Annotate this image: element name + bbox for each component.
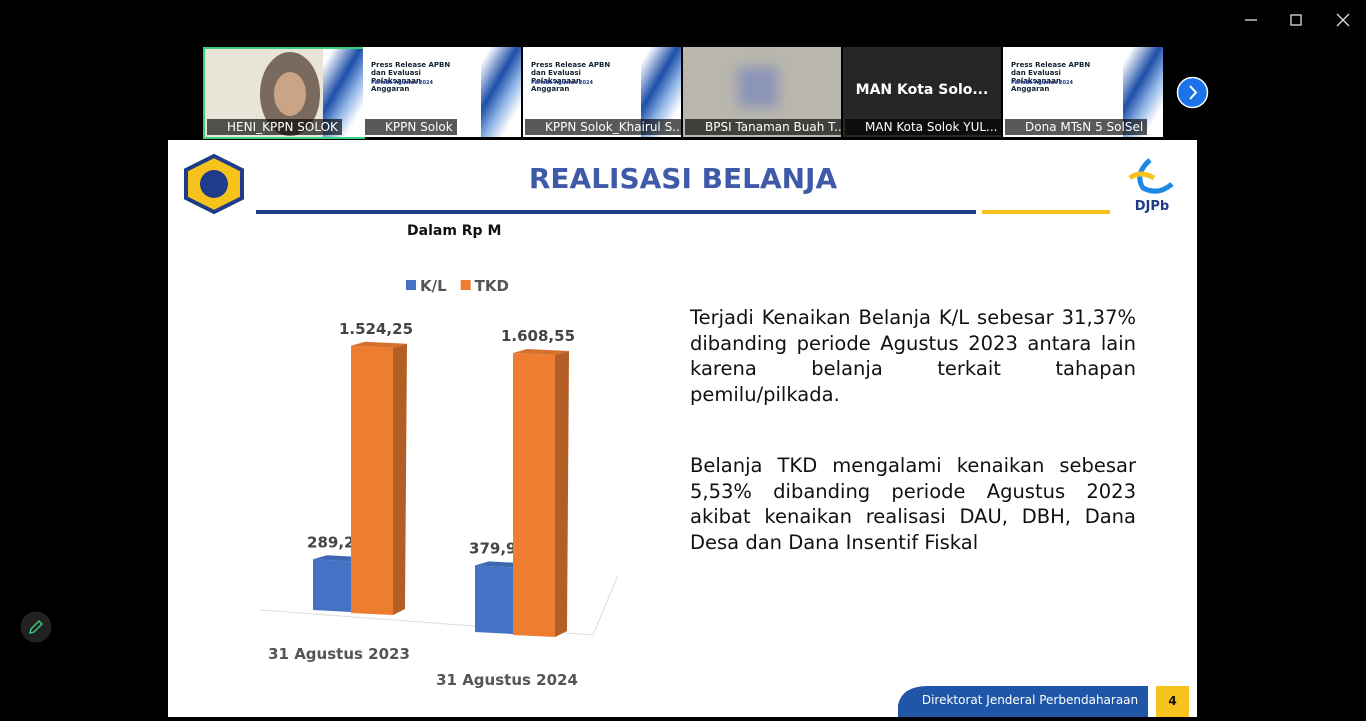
video bbox=[738, 67, 778, 107]
thumbnail-subtitle: Periode Agustus 2024 bbox=[1011, 80, 1073, 86]
bar-side bbox=[555, 351, 569, 637]
participant-tile-text: MAN Kota Solo... bbox=[855, 82, 989, 98]
bar-front bbox=[513, 353, 555, 637]
thumbnail-title: Press Release APBN dan Evaluasi Pelaksan… bbox=[531, 61, 611, 93]
bar bbox=[351, 341, 407, 615]
value-label: 379,91 bbox=[469, 539, 527, 557]
footer-text: Direktorat Jenderal Perbendaharaan bbox=[922, 693, 1138, 707]
legend-swatch bbox=[406, 280, 416, 290]
restore[interactable] bbox=[1290, 14, 1302, 26]
participant-tile[interactable]: Press Release APBN dan Evaluasi Pelaksan… bbox=[363, 47, 521, 137]
page-number: 4 bbox=[1168, 694, 1176, 708]
participant-name: BPSI Tanaman Buah T... bbox=[685, 119, 841, 135]
participant-tile[interactable]: BPSI Tanaman Buah T... bbox=[683, 47, 841, 137]
participant-name: Dona MTsN 5 SolSel bbox=[1005, 119, 1148, 135]
window-controls[interactable] bbox=[1236, 8, 1356, 32]
thumbnail-title: Press Release APBN dan Evaluasi Pelaksan… bbox=[371, 61, 451, 93]
ministry-logo bbox=[184, 153, 244, 215]
paragraph: Belanja TKD mengalami kenaikan sebesar 5… bbox=[690, 454, 1136, 554]
video bbox=[260, 52, 320, 136]
bar-front bbox=[475, 565, 513, 634]
slide-title: REALISASI BELANJA bbox=[529, 162, 838, 195]
participant-name: HENI_KPPN SOLOK bbox=[207, 119, 342, 135]
legend-label: K/L bbox=[420, 277, 447, 295]
value-label: 1.524,25 bbox=[339, 320, 413, 338]
participant-tile[interactable]: HENI_KPPN SOLOK bbox=[203, 47, 365, 139]
djpb-logo: DJPb bbox=[1128, 158, 1174, 214]
participant-name: MAN Kota Solok YUL... bbox=[845, 119, 1001, 135]
slide: REALISASI BELANJA DJPb Dalam Rp M K/L TKD… bbox=[168, 140, 1197, 717]
bar-front bbox=[313, 559, 351, 612]
bar-front bbox=[351, 345, 393, 615]
bar-side bbox=[393, 343, 407, 615]
participant-name: KPPN Solok_Khairul S... bbox=[525, 119, 681, 135]
thumbnail-subtitle: Periode Agustus 2024 bbox=[531, 80, 593, 86]
legend-label: TKD bbox=[475, 277, 509, 295]
participant-tile[interactable]: MAN Kota Solo... MAN Kota Solok YUL... bbox=[843, 47, 1001, 137]
x-tick-label: 31 Agustus 2024 bbox=[436, 671, 578, 689]
participant-tile[interactable]: Press Release APBN dan Evaluasi Pelaksan… bbox=[1003, 47, 1163, 137]
bar-top bbox=[513, 349, 569, 355]
next-button[interactable] bbox=[1176, 76, 1209, 109]
footer: Direktorat Jenderal Perbendaharaan 4 bbox=[898, 686, 1189, 717]
chart: K/L TKD 31 Agustus 2023 289,20 1.524,25 31 Ag… bbox=[260, 277, 619, 689]
x-tick-label: 31 Agustus 2023 bbox=[268, 645, 410, 663]
bar-top bbox=[351, 341, 407, 348]
annotate-button[interactable] bbox=[20, 611, 52, 643]
slide-decoration bbox=[481, 47, 521, 137]
chart-floor bbox=[260, 574, 619, 636]
slide-canvas: REALISASI BELANJA DJPb Dalam Rp M K/L TKD… bbox=[184, 153, 1189, 717]
value-label: 289,20 bbox=[307, 533, 365, 551]
paragraph: Terjadi Kenaikan Belanja K/L sebesar 31,… bbox=[690, 306, 1136, 406]
participant-name: KPPN Solok bbox=[365, 119, 457, 135]
thumbnail-title: Press Release APBN dan Evaluasi Pelaksan… bbox=[1011, 61, 1091, 93]
legend-swatch bbox=[460, 280, 471, 290]
bar bbox=[513, 349, 569, 637]
thumbnail-subtitle: Periode Agustus 2024 bbox=[371, 80, 433, 86]
value-label: 1.608,55 bbox=[501, 327, 575, 345]
close[interactable] bbox=[1336, 13, 1350, 27]
participant-tile[interactable]: Press Release APBN dan Evaluasi Pelaksan… bbox=[523, 47, 681, 137]
chart-subtitle: Dalam Rp M bbox=[407, 223, 501, 239]
logo-text: DJPb bbox=[1135, 199, 1169, 214]
